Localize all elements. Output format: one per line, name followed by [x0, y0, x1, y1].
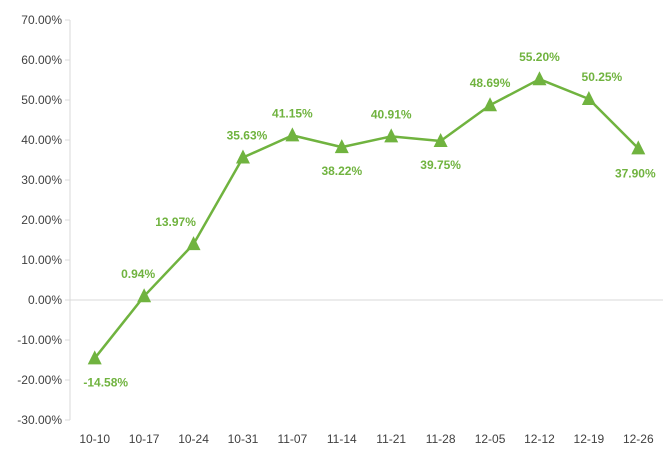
data-label: 38.22%	[321, 164, 362, 178]
y-tick-label: 60.00%	[21, 53, 62, 67]
data-label: 48.69%	[470, 76, 511, 90]
x-tick-label: 12-26	[623, 432, 654, 446]
data-label: 0.94%	[121, 267, 155, 281]
y-tick-label: 30.00%	[21, 173, 62, 187]
y-tick-label: -20.00%	[17, 373, 62, 387]
data-label: 35.63%	[227, 128, 268, 142]
data-point-marker	[433, 133, 448, 147]
x-tick-label: 11-14	[327, 432, 357, 446]
y-tick-label: 0.00%	[28, 293, 62, 307]
y-tick-label: 40.00%	[21, 133, 62, 147]
data-label: 37.90%	[615, 166, 656, 180]
x-tick-label: 12-12	[524, 432, 555, 446]
y-tick-label: 20.00%	[21, 213, 62, 227]
x-tick-label: 10-17	[129, 432, 160, 446]
x-tick-label: 10-10	[79, 432, 110, 446]
x-tick-label: 10-24	[178, 432, 209, 446]
x-tick-label: 10-31	[228, 432, 259, 446]
data-label: 39.75%	[420, 158, 461, 172]
data-point-marker	[186, 236, 201, 251]
data-point-marker	[235, 149, 250, 164]
data-point-marker	[334, 139, 349, 154]
x-tick-label: 12-19	[574, 432, 605, 446]
y-tick-label: -10.00%	[17, 333, 62, 347]
x-tick-label: 12-05	[475, 432, 506, 446]
data-label: 50.25%	[582, 70, 623, 84]
x-tick-label: 11-28	[426, 432, 456, 446]
y-tick-label: -30.00%	[17, 413, 62, 427]
y-tick-label: 50.00%	[21, 93, 62, 107]
data-point-marker	[581, 91, 596, 105]
data-label: 55.20%	[519, 50, 560, 64]
data-label: 41.15%	[272, 106, 313, 120]
series-line	[93, 77, 640, 360]
y-tick-label: 70.00%	[21, 13, 62, 27]
data-point-marker	[483, 97, 498, 112]
data-point-marker	[285, 127, 300, 142]
series-line-group	[87, 71, 646, 365]
y-axis: 70.00% 60.00% 50.00% 40.00% 30.00% 20.00% 10.0…	[17, 13, 71, 427]
x-tick-label: 11-07	[277, 432, 307, 446]
x-tick-label: 11-21	[376, 432, 406, 446]
data-label: 13.97%	[155, 215, 196, 229]
data-label: 40.91%	[371, 107, 412, 121]
data-point-marker	[137, 288, 152, 303]
data-point-marker	[631, 140, 646, 155]
data-point-marker	[87, 350, 102, 365]
data-point-marker	[532, 71, 547, 86]
y-tick-label: 10.00%	[21, 253, 62, 267]
data-label-group: -14.58% 0.94% 13.97% 35.63% 41.15% 38.22% 40.9…	[83, 50, 656, 389]
data-point-marker	[384, 128, 399, 143]
x-axis: 10-10 10-17 10-24 10-31 11-07 11-14 11-21 11-28…	[70, 299, 663, 446]
data-label: -14.58%	[83, 375, 128, 389]
